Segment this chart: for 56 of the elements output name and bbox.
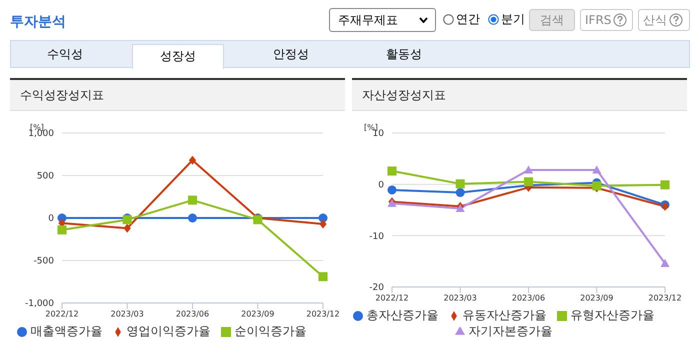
x-tick-label: 2023/06 — [176, 310, 210, 319]
text: 연간 — [456, 11, 480, 28]
y-tick-label: 1,000 — [28, 129, 54, 140]
point — [319, 219, 327, 228]
y-tick-label: -10 — [369, 232, 384, 242]
text: 수익성 — [46, 46, 84, 63]
point — [188, 196, 197, 205]
x-tick-label: 2023/12 — [648, 294, 682, 303]
chart-title: 수익성장성지표 — [10, 80, 345, 111]
point — [188, 214, 197, 222]
text: 산식 — [638, 9, 690, 31]
point — [524, 177, 533, 186]
x-tick-label: 2023/09 — [241, 310, 274, 319]
legend-label: 유형자산증가율 — [570, 308, 654, 322]
text: 투자분석 — [10, 13, 66, 31]
x-tick-label: 2023/06 — [512, 294, 546, 303]
point — [318, 272, 328, 282]
legend-label: 유동자산증가율 — [462, 308, 546, 322]
point — [660, 258, 670, 267]
text: 활동성 — [385, 46, 423, 63]
y-tick-label: -1,000 — [24, 299, 54, 310]
point — [124, 224, 131, 233]
point — [188, 156, 196, 165]
legend-label: 순이익증가율 — [234, 324, 306, 338]
x-tick-label: 2022/12 — [375, 294, 409, 303]
point — [456, 179, 465, 188]
x-tick-label: 2023/03 — [110, 310, 144, 319]
text: 안정성 — [272, 46, 310, 63]
legend-label: 자기자본증가율 — [468, 324, 552, 338]
text: IFRS — [580, 9, 633, 31]
point — [524, 165, 533, 174]
y-tick-label: 500 — [36, 172, 54, 182]
x-tick-label: 2023/03 — [444, 294, 477, 303]
point — [388, 185, 396, 194]
text: 성장성 — [132, 44, 224, 69]
x-tick-label: 2023/12 — [306, 310, 340, 319]
point — [58, 225, 66, 234]
point — [592, 165, 602, 174]
y-axis-title: [%] — [364, 123, 378, 132]
legend-label: 매출액증가율 — [30, 324, 102, 338]
legend-label: 총자산증가율 — [366, 308, 438, 322]
text: 주재무제표 — [329, 8, 436, 32]
y-tick-label: 10 — [372, 129, 384, 140]
point — [660, 180, 670, 190]
x-tick-label: 2023/09 — [580, 294, 614, 303]
y-tick-label: -500 — [34, 256, 54, 267]
text: 분기 — [501, 11, 525, 28]
y-tick-label: -20 — [369, 283, 384, 294]
point — [388, 166, 396, 176]
x-tick-label: 2022/12 — [45, 310, 79, 319]
legend-label: 영업이익증가율 — [126, 324, 210, 338]
chart-title: 자산성장성지표 — [352, 80, 687, 111]
point — [456, 188, 465, 198]
y-tick-label: 0 — [48, 214, 54, 224]
y-tick-label: 0 — [378, 180, 384, 191]
text: 검색 — [529, 9, 575, 31]
